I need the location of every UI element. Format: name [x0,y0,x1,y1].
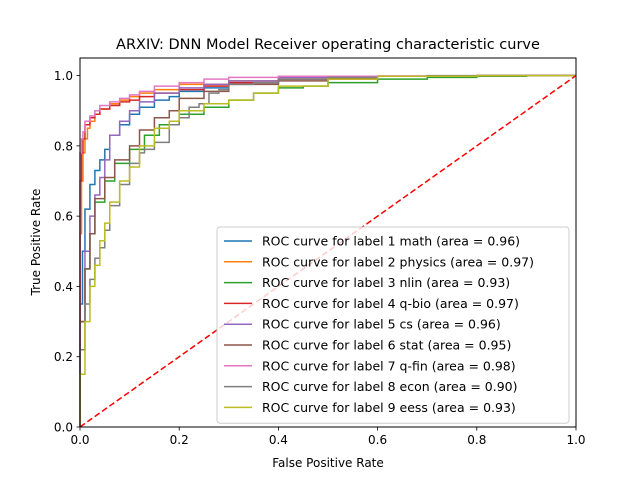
axes-frame [79,57,577,428]
y-tick-label: 0.0 [54,421,73,435]
series-line-7 [79,74,576,427]
legend-entry: ROC curve for label 8 econ (area = 0.90) [262,379,518,394]
legend-box [216,226,570,424]
legend-entry: ROC curve for label 9 eess (area = 0.93) [262,400,516,415]
y-tick-label: 1.0 [54,69,73,83]
y-tick-label: 0.2 [54,350,73,364]
series-line-9 [79,74,576,427]
legend-entry: ROC curve for label 5 cs (area = 0.96) [262,317,501,332]
x-tick-label: 0.2 [170,433,189,447]
x-tick-label: 1.0 [566,433,585,447]
legend: ROC curve for label 1 math (area = 0.96)… [216,226,570,424]
x-tick-label: 0.0 [70,433,89,447]
diagonal-reference-line [79,74,577,428]
legend-entry: ROC curve for label 2 physics (area = 0.… [262,254,534,269]
legend-entry: ROC curve for label 3 nlin (area = 0.93) [262,275,510,290]
x-axis-label: False Positive Rate [272,456,384,470]
y-axis-label: True Positive Rate [29,189,43,297]
x-tick-label: 0.6 [368,433,387,447]
y-tick-label: 0.8 [54,139,73,153]
y-tick-label: 0.4 [54,280,73,294]
legend-entry: ROC curve for label 1 math (area = 0.96) [262,234,520,249]
legend-entry: ROC curve for label 4 q-bio (area = 0.97… [262,296,519,311]
y-tick-label: 0.6 [54,210,73,224]
legend-entry: ROC curve for label 6 stat (area = 0.95) [262,338,511,353]
axis-ticks: 0.0 0.2 0.4 0.6 0.8 1.0 0.0 0.2 0.4 0.6 0.8 1.0 [54,69,586,447]
plot-lines [79,74,577,428]
legend-entry: ROC curve for label 7 q-fin (area = 0.98… [262,358,516,373]
chart-title: ARXIV: DNN Model Receiver operating char… [116,37,540,53]
x-tick-label: 0.4 [269,433,288,447]
x-tick-label: 0.8 [467,433,486,447]
